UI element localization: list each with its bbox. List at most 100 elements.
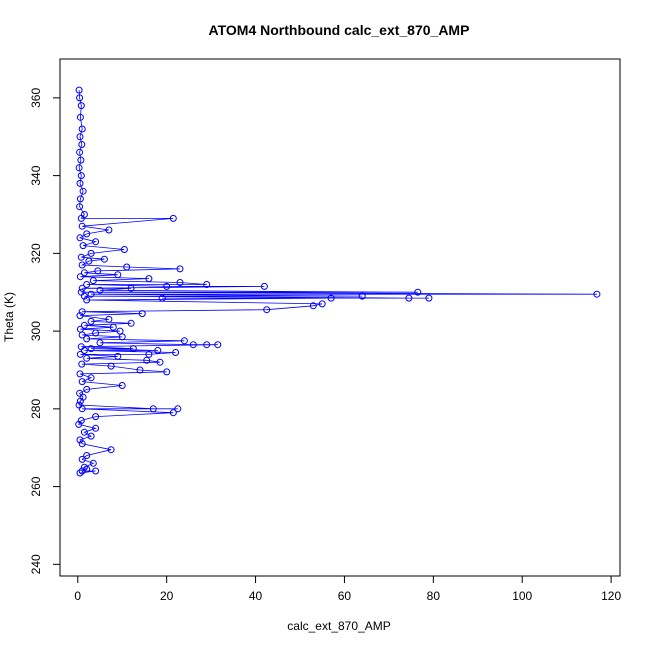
data-point [80,321,88,329]
data-point [114,352,122,360]
data-point [105,226,113,234]
data-point [156,358,164,366]
data-point [120,246,128,253]
data-point [260,282,268,290]
data-point [80,463,88,471]
x-tick-label: 80 [427,589,441,603]
data-point [174,405,182,413]
data-point [129,345,137,353]
data-point [76,133,84,141]
data-point [114,271,122,279]
y-tick-label: 320 [29,243,43,263]
data-point [203,341,211,349]
data-point [78,125,86,133]
data-point [78,331,86,339]
x-tick-label: 0 [74,589,81,603]
y-tick-label: 240 [29,554,43,574]
y-tick-label: 260 [29,476,43,496]
data-point [123,263,131,271]
data-point [77,102,85,110]
data-point [76,195,84,203]
data-point [92,424,100,432]
data-point [78,360,86,368]
data-point [83,230,91,238]
data-point [154,347,162,354]
data-point [76,94,84,102]
data-point [75,164,83,172]
data-point [318,300,326,308]
data-point [593,290,601,298]
data-point [77,214,85,222]
y-tick-label: 360 [29,88,43,108]
x-tick-label: 20 [160,589,174,603]
data-point [158,294,166,302]
y-tick-label: 300 [29,321,43,341]
data-point [77,172,85,180]
data-point [76,234,84,242]
data-point [180,337,188,345]
data-point [87,432,95,440]
data-point [92,467,100,475]
data-point [96,286,104,294]
data-point [76,436,84,444]
data-point [75,86,83,94]
data-point [87,374,95,382]
data-point [80,292,88,300]
data-point [76,389,84,397]
data-point [78,261,86,269]
data-point [78,141,86,148]
data-point [78,284,86,292]
data-point [105,315,113,323]
data-point [100,255,108,263]
data-point [127,284,135,292]
data-point [107,446,115,454]
data-point [214,341,222,349]
data-point [79,242,87,250]
data-point [176,279,184,286]
data-point [143,356,151,364]
data-series [75,86,601,477]
data-point [169,214,177,222]
data-point [358,292,366,300]
data-point [87,345,95,353]
data-point [327,294,335,302]
x-axis-title: calc_ext_870_AMP [287,619,390,633]
data-point [138,310,146,318]
data-point [83,281,91,288]
data-point [79,187,87,195]
data-point [92,238,100,246]
data-point [78,455,86,463]
data-point [89,277,97,285]
data-point [78,308,86,316]
data-point [80,428,88,436]
data-point [76,203,84,211]
plot-frame [59,58,621,577]
x-tick-label: 60 [338,589,352,603]
data-point [425,294,433,302]
data-point [89,459,97,467]
data-point [189,341,197,349]
data-point [405,294,413,302]
data-point [309,302,317,310]
data-point [414,288,422,296]
x-tick-label: 120 [601,589,621,603]
data-point [87,290,95,298]
data-point [107,362,115,370]
data-point [76,350,84,358]
data-point [127,319,135,327]
data-point [92,413,100,421]
data-point [76,370,84,378]
data-point [92,329,100,337]
data-point [87,317,95,325]
data-point [78,222,86,230]
data-point [83,335,91,343]
data-point [76,273,84,281]
y-axis-title: Theta (K) [2,292,16,342]
data-point [118,382,126,389]
data-point [94,267,102,275]
data-point [76,148,84,156]
data-point [83,296,91,304]
series-line [78,90,597,474]
data-point [85,257,93,265]
